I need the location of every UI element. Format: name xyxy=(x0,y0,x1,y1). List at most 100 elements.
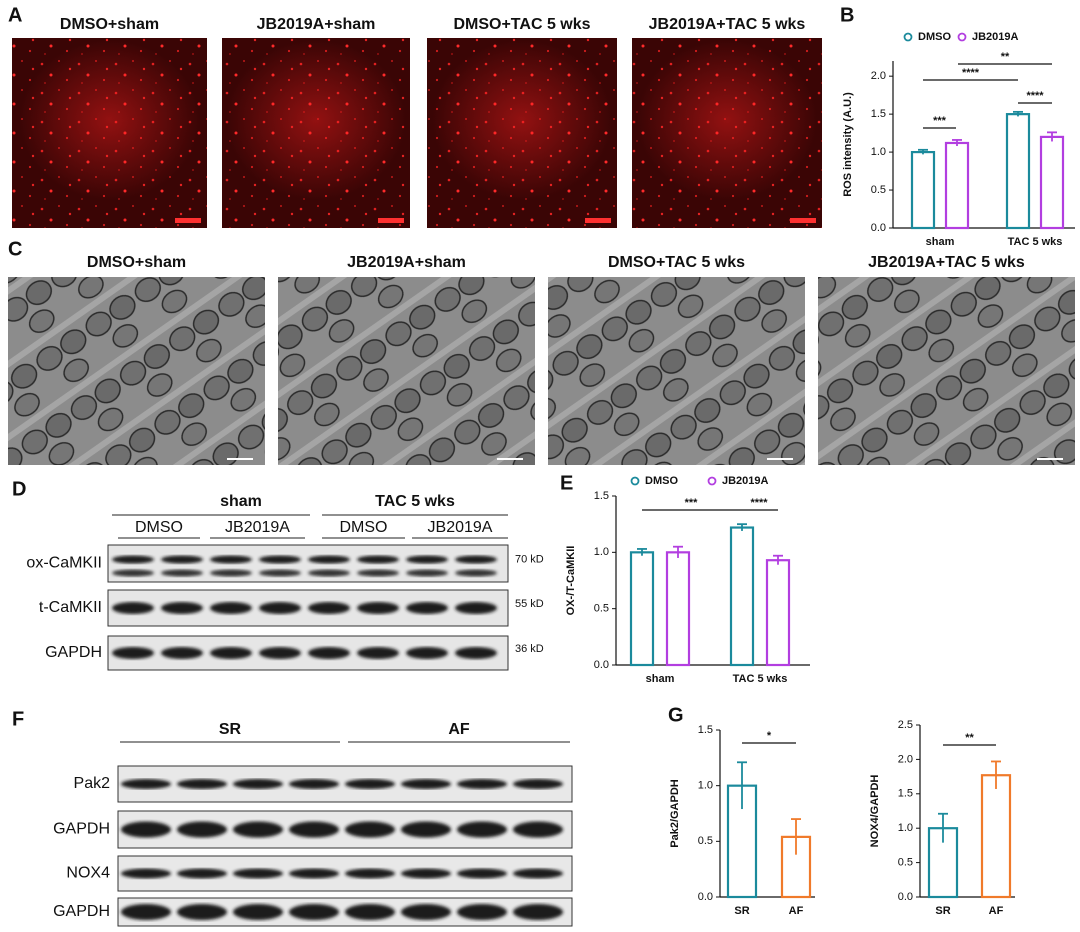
lane-label: JB2019A xyxy=(225,519,290,536)
blot-band xyxy=(308,555,350,564)
blot-band xyxy=(112,602,154,614)
blot-band xyxy=(457,779,507,789)
scale-bar xyxy=(767,458,793,460)
y-tick-label: 0.5 xyxy=(898,857,913,869)
y-tick-label: 1.5 xyxy=(871,108,886,120)
blot-band xyxy=(401,779,451,789)
x-tick-label: TAC 5 wks xyxy=(733,673,788,685)
x-tick-label: AF xyxy=(789,905,804,917)
blot-band xyxy=(161,569,203,577)
bar xyxy=(629,551,655,667)
panel-label: C xyxy=(8,238,22,260)
group-label: sham xyxy=(220,493,262,510)
y-tick-label: 1.5 xyxy=(594,490,609,502)
x-tick-label: AF xyxy=(989,905,1004,917)
significance-label: * xyxy=(767,730,772,742)
y-tick-label: 0.5 xyxy=(594,603,609,615)
panel-label: A xyxy=(8,4,22,26)
em-image xyxy=(278,277,535,465)
y-axis-label: ROS intensity (A.U.) xyxy=(842,92,854,197)
blot-band xyxy=(112,569,154,577)
legend-label: DMSO xyxy=(645,475,678,487)
blot-band xyxy=(457,868,507,879)
blot-band xyxy=(455,647,497,659)
legend-label: JB2019A xyxy=(722,475,769,487)
y-tick-label: 1.0 xyxy=(594,546,609,558)
panel-label: B xyxy=(840,4,854,26)
fluorescence-glow xyxy=(19,40,200,200)
image-title: DMSO+TAC 5 wks xyxy=(608,254,745,271)
bar xyxy=(910,150,936,230)
legend-marker xyxy=(707,476,717,486)
blot-band xyxy=(308,647,350,659)
y-axis-label: NOX4/GAPDH xyxy=(869,775,881,848)
blot-band xyxy=(406,602,448,614)
image-title: JB2019A+sham xyxy=(347,254,466,271)
image-title: DMSO+TAC 5 wks xyxy=(453,16,590,33)
bar xyxy=(944,141,970,230)
blot-band xyxy=(177,779,227,789)
significance-label: ** xyxy=(965,732,974,744)
row-label: GAPDH xyxy=(45,644,102,661)
em-image xyxy=(8,277,265,465)
blot-band xyxy=(177,821,227,838)
y-tick-label: 0.5 xyxy=(871,184,886,196)
row-label: NOX4 xyxy=(66,865,110,882)
legend-label: JB2019A xyxy=(972,31,1019,43)
y-tick-label: 0.0 xyxy=(871,222,886,234)
y-axis-label: OX-/T-CaMKII xyxy=(565,546,577,616)
row-label: GAPDH xyxy=(53,903,110,920)
blot-band xyxy=(161,647,203,659)
fluorescence-glow xyxy=(637,40,817,200)
blot-band xyxy=(177,868,227,879)
row-label: GAPDH xyxy=(53,821,110,838)
y-tick-label: 2.0 xyxy=(898,753,913,765)
blot-band xyxy=(233,779,283,789)
significance-label: **** xyxy=(1026,90,1044,102)
blot-band xyxy=(233,821,283,838)
blot-band xyxy=(233,868,283,879)
image-title: DMSO+sham xyxy=(60,16,159,33)
y-tick-label: 1.0 xyxy=(871,146,886,158)
size-label: 36 kD xyxy=(515,643,544,655)
scale-bar xyxy=(497,458,523,460)
blot-band xyxy=(345,904,395,920)
blot-band xyxy=(455,569,497,577)
blot-band xyxy=(259,569,301,577)
group-label: TAC 5 wks xyxy=(375,493,455,510)
blot-band xyxy=(177,904,227,920)
group-label: SR xyxy=(219,721,242,738)
blot-band xyxy=(513,868,563,879)
image-title: JB2019A+TAC 5 wks xyxy=(868,254,1025,271)
blot-band xyxy=(308,602,350,614)
image-title: JB2019A+TAC 5 wks xyxy=(649,16,806,33)
blot-band xyxy=(210,602,252,614)
blot-band xyxy=(289,868,339,879)
blot-band xyxy=(210,555,252,564)
blot-band xyxy=(357,602,399,614)
blot-band xyxy=(457,821,507,838)
significance-label: *** xyxy=(933,115,947,127)
scale-bar xyxy=(1037,458,1063,460)
em-image xyxy=(818,277,1075,465)
blot-band xyxy=(259,602,301,614)
significance-label: *** xyxy=(685,497,699,509)
y-tick-label: 2.0 xyxy=(871,70,886,82)
blot-band xyxy=(455,555,497,564)
blot-band xyxy=(406,647,448,659)
blot-band xyxy=(210,569,252,577)
blot-band xyxy=(233,904,283,920)
lane-label: JB2019A xyxy=(428,519,493,536)
fluorescence-glow xyxy=(432,40,612,200)
x-tick-label: sham xyxy=(926,236,955,248)
bar xyxy=(665,551,691,667)
panel-label: D xyxy=(12,478,26,500)
bar xyxy=(1005,113,1031,230)
blot-band xyxy=(345,779,395,789)
scale-bar xyxy=(227,458,253,460)
blot-band xyxy=(513,904,563,920)
x-tick-label: sham xyxy=(646,673,675,685)
legend-marker xyxy=(957,32,967,42)
scale-bar xyxy=(790,218,816,223)
x-tick-label: TAC 5 wks xyxy=(1008,236,1063,248)
